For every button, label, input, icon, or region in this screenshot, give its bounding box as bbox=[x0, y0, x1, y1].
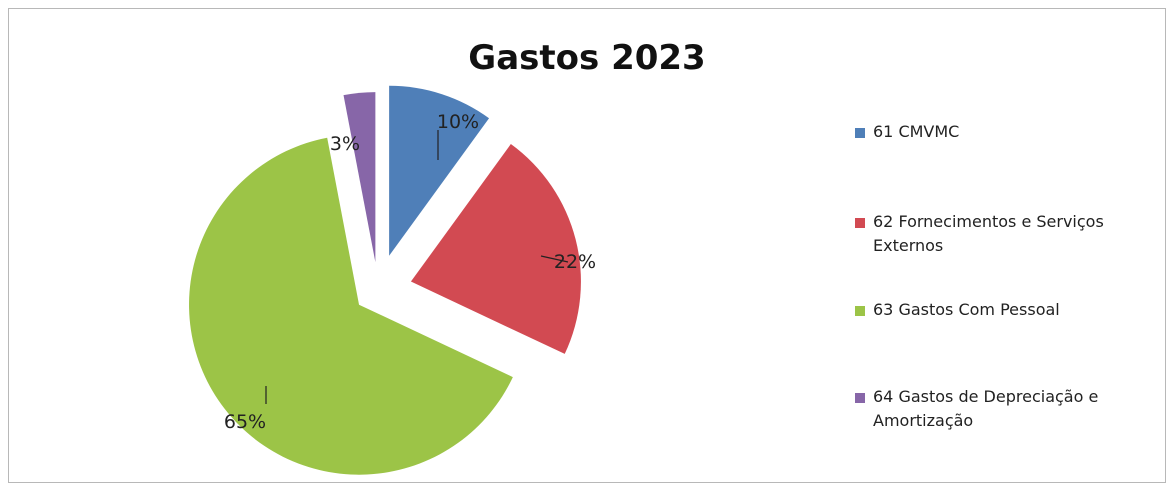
pie-slice-2 bbox=[410, 144, 581, 354]
legend-swatch-2 bbox=[855, 218, 865, 228]
pie-slice-3 bbox=[189, 137, 513, 475]
legend-item-2: 62 Fornecimentos e Serviços Externos bbox=[855, 210, 1155, 258]
legend-item-1: 61 CMVMC bbox=[855, 120, 1155, 144]
legend-label-1: 61 CMVMC bbox=[873, 122, 960, 141]
legend-item-4: 64 Gastos de Depreciação e Amortização bbox=[855, 385, 1155, 433]
chart-title: Gastos 2023 bbox=[468, 38, 706, 78]
legend-swatch-3 bbox=[855, 306, 865, 316]
legend-item-3: 63 Gastos Com Pessoal bbox=[855, 298, 1155, 322]
legend-swatch-1 bbox=[855, 128, 865, 138]
leader-line-2 bbox=[540, 255, 569, 263]
legend-label-4: 64 Gastos de Depreciação e Amortização bbox=[873, 387, 1099, 430]
legend-label-2: 62 Fornecimentos e Serviços Externos bbox=[873, 212, 1104, 255]
legend-swatch-4 bbox=[855, 393, 865, 403]
pie-slice-4 bbox=[343, 92, 376, 263]
data-label-1: 10% bbox=[437, 111, 479, 133]
data-label-3: 65% bbox=[224, 411, 266, 433]
legend-label-3: 63 Gastos Com Pessoal bbox=[873, 300, 1060, 319]
pie-slice-1 bbox=[389, 85, 490, 256]
data-label-2: 22% bbox=[554, 251, 596, 273]
data-label-4: 3% bbox=[330, 133, 360, 155]
